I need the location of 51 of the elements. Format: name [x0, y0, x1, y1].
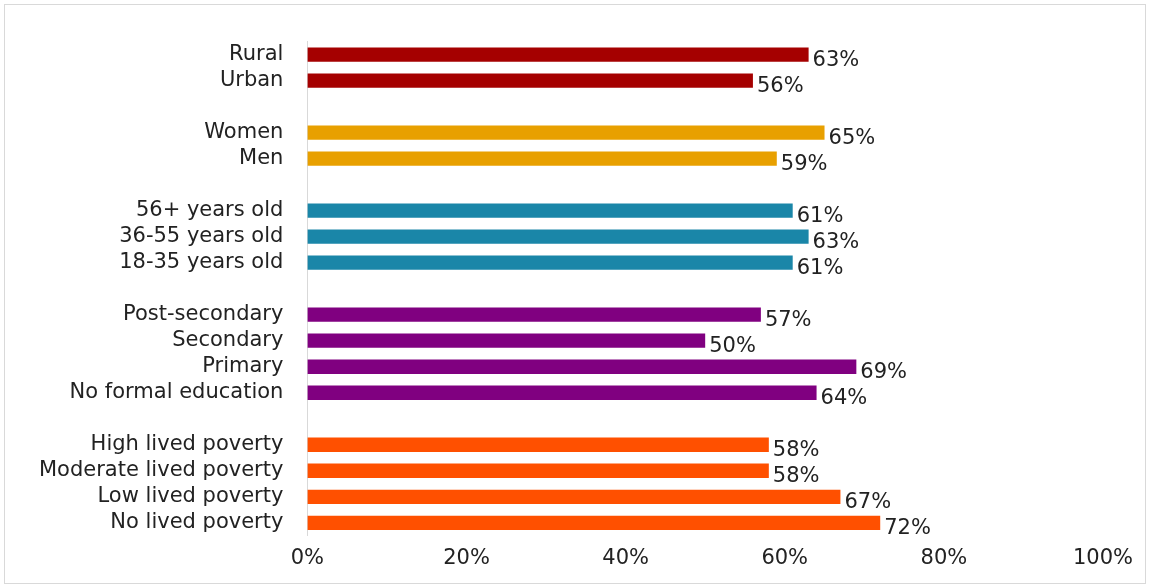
data-label: 67%: [844, 489, 892, 514]
y-tick-label: No lived poverty: [110, 509, 284, 534]
x-tick-label: 40%: [602, 544, 649, 569]
data-label: 64%: [820, 385, 868, 410]
y-tick-label: Secondary: [172, 327, 284, 352]
bar: [307, 307, 761, 322]
data-label: 56%: [756, 73, 804, 98]
bar: [307, 255, 793, 270]
y-tick-label: Men: [239, 145, 284, 170]
bar: [307, 73, 753, 88]
x-tick-label: 0%: [290, 544, 325, 569]
data-label: 65%: [828, 125, 876, 150]
y-tick-label: 56+ years old: [135, 197, 284, 222]
data-label: 58%: [772, 463, 820, 488]
y-tick-label: Moderate lived poverty: [38, 457, 284, 482]
data-label: 57%: [764, 307, 812, 332]
bar: [307, 229, 809, 244]
data-label: 59%: [780, 151, 828, 176]
bar: [307, 385, 817, 400]
x-tick-label: 60%: [761, 544, 809, 569]
y-tick-label: 36-55 years old: [119, 223, 284, 248]
y-tick-label: Post-secondary: [123, 301, 284, 326]
data-label: 58%: [772, 437, 820, 462]
x-tick-label: 20%: [443, 544, 490, 569]
bar: [307, 125, 825, 140]
data-label: 61%: [796, 203, 844, 228]
data-label: 63%: [812, 47, 860, 72]
bar: [307, 47, 809, 62]
bar: [307, 151, 777, 166]
bar: [307, 203, 793, 218]
bar: [307, 489, 841, 504]
bar: [307, 463, 769, 478]
y-tick-label: Urban: [219, 67, 284, 92]
data-label: 63%: [812, 229, 860, 254]
y-tick-label: Women: [204, 119, 284, 144]
y-tick-label: Rural: [229, 41, 284, 66]
data-label: 69%: [860, 359, 908, 384]
y-tick-label: Low lived poverty: [97, 483, 284, 508]
bar: [307, 333, 706, 348]
bar: [307, 437, 769, 452]
data-label: 61%: [796, 255, 844, 280]
x-tick-label: 100%: [1072, 544, 1134, 569]
bar: [307, 359, 857, 374]
y-tick-label: 18-35 years old: [119, 249, 284, 274]
x-tick-label: 80%: [920, 544, 968, 569]
y-tick-label: High lived poverty: [90, 431, 284, 456]
y-tick-label: No formal education: [69, 379, 284, 404]
y-tick-label: Primary: [202, 353, 284, 378]
data-label: 50%: [709, 333, 756, 358]
data-label: 72%: [884, 515, 931, 540]
bar: [307, 515, 881, 530]
